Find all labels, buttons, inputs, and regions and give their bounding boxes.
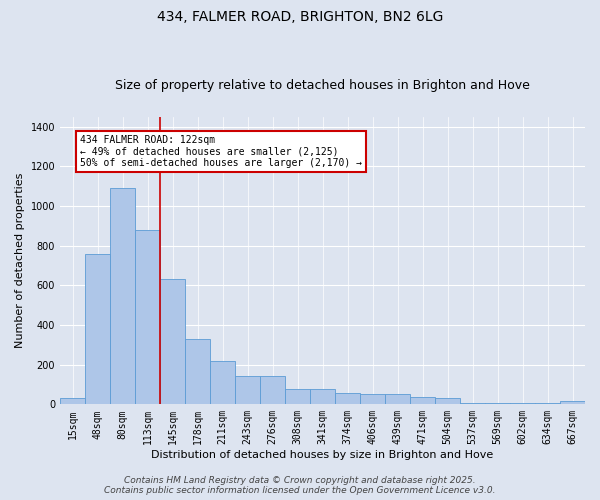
Bar	[385, 394, 410, 404]
Bar	[285, 390, 310, 404]
X-axis label: Distribution of detached houses by size in Brighton and Hove: Distribution of detached houses by size …	[151, 450, 494, 460]
Bar	[160, 280, 185, 404]
Bar	[210, 360, 235, 405]
Bar	[135, 230, 160, 404]
Bar	[60, 398, 85, 404]
Bar	[560, 402, 585, 404]
Bar	[435, 398, 460, 404]
Text: 434, FALMER ROAD, BRIGHTON, BN2 6LG: 434, FALMER ROAD, BRIGHTON, BN2 6LG	[157, 10, 443, 24]
Bar	[310, 390, 335, 404]
Bar	[110, 188, 135, 404]
Text: 434 FALMER ROAD: 122sqm
← 49% of detached houses are smaller (2,125)
50% of semi: 434 FALMER ROAD: 122sqm ← 49% of detache…	[80, 134, 362, 168]
Text: Contains HM Land Registry data © Crown copyright and database right 2025.
Contai: Contains HM Land Registry data © Crown c…	[104, 476, 496, 495]
Bar	[410, 398, 435, 404]
Bar	[235, 376, 260, 404]
Bar	[85, 254, 110, 404]
Bar	[260, 376, 285, 404]
Bar	[185, 339, 210, 404]
Bar	[335, 394, 360, 404]
Title: Size of property relative to detached houses in Brighton and Hove: Size of property relative to detached ho…	[115, 79, 530, 92]
Y-axis label: Number of detached properties: Number of detached properties	[15, 173, 25, 348]
Bar	[360, 394, 385, 404]
